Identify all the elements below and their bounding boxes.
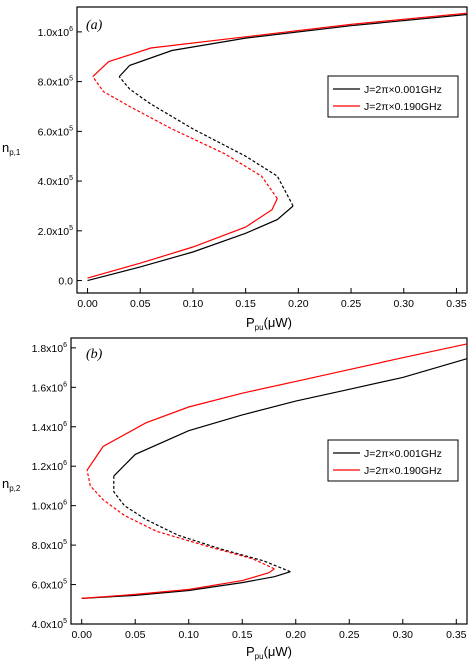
panel-a-ylabel-sub: p,1 <box>9 148 21 157</box>
panel-b-x-tick-label-6: 0.30 <box>393 629 414 641</box>
panel-b-chart: (b) 0.00 0.05 0.10 0.15 0.20 0.25 0.30 0.35 4.0… <box>2 337 468 661</box>
panel-a-y-tick-label-0: 0.0 <box>58 276 73 288</box>
panel-b-y-tick-label-0: 4.0x105 <box>32 618 68 631</box>
panel-b-y-axis-label: np,2 <box>2 476 21 493</box>
panel-a-x-tick-label-7: 0.35 <box>446 298 467 310</box>
panel-b-xlabel-unit: (μW) <box>264 644 292 659</box>
panel-b-x-tick-label-4: 0.20 <box>286 629 307 641</box>
panel-a-chart: (a) 0.00 0.05 0.10 0.15 0.20 0.25 0.30 0.35 0.0… <box>2 6 468 332</box>
panel-b-label: (b) <box>86 347 103 362</box>
panel-a-x-tick-label-3: 0.15 <box>235 298 256 310</box>
panel-a-y-tick-label-1: 2.0x105 <box>38 225 74 238</box>
panel-a-xlabel-sub: pu <box>255 323 264 332</box>
panel-a-y-tick-label-2: 4.0x105 <box>38 175 74 188</box>
panel-b-x-tick-label-2: 0.10 <box>179 629 200 641</box>
panel-b-y-tick-label-1: 6.0x105 <box>32 579 68 592</box>
panel-b-legend: J=2π×0.001GHz J=2π×0.190GHz <box>327 439 459 482</box>
panel-b-y-tick-label-3: 1.0x106 <box>32 500 68 513</box>
panel-b-y-tick-label-6: 1.6x106 <box>32 381 68 394</box>
panel-b-series-0-unstable <box>113 476 291 573</box>
panel-b-x-tick-label-5: 0.25 <box>339 629 360 641</box>
panel-b-x-tick-label-0: 0.00 <box>71 629 92 641</box>
panel-a-xlabel-main: P <box>246 315 255 330</box>
panel-a-plot-frame <box>76 6 468 294</box>
panel-b-xlabel-sub: pu <box>255 652 264 661</box>
panel-a-x-tick-label-1: 0.05 <box>130 298 151 310</box>
panel-b-y-tick-label-5: 1.4x106 <box>32 421 68 434</box>
panel-b-y-tick-label-4: 1.2x106 <box>32 460 68 473</box>
panel-b-ylabel-main: n <box>2 476 9 491</box>
panel-a-x-tick-label-6: 0.30 <box>394 298 415 310</box>
panel-a-x-tick-label-2: 0.10 <box>183 298 204 310</box>
panel-b-plot-frame <box>70 337 468 625</box>
panel-a-x-axis-label: Ppu(μW) <box>246 315 292 332</box>
panel-b-y-tick-label-2: 8.0x105 <box>32 539 68 552</box>
panel-a-series-0-unstable <box>118 76 294 207</box>
panel-a-y-tick-label-3: 6.0x105 <box>38 125 74 138</box>
panel-b-series-0-upper-stable <box>113 358 468 477</box>
panel-b-xlabel-main: P <box>246 644 255 659</box>
panel-a-series-0-upper-stable <box>118 13 468 78</box>
panel-a-series-1-lower-stable <box>87 198 278 279</box>
panel-b-series-0-lower-stable <box>81 571 291 599</box>
panel-a-x-tick-label-4: 0.20 <box>288 298 309 310</box>
panel-a-y-tick-label-4: 8.0x105 <box>38 76 74 89</box>
panel-a-legend: J=2π×0.001GHz J=2π×0.190GHz <box>327 75 459 118</box>
panel-a-label: (a) <box>86 18 103 33</box>
panel-a-legend-label-1: J=2π×0.190GHz <box>364 101 442 113</box>
panel-a-x-tick-label-5: 0.25 <box>341 298 362 310</box>
panel-b-x-tick-label-7: 0.35 <box>446 629 467 641</box>
panel-b-x-tick-label-1: 0.05 <box>125 629 146 641</box>
panel-a-series-1-upper-stable <box>92 12 468 78</box>
panel-a-x-tick-label-0: 0.00 <box>77 298 98 310</box>
panel-a-x-axis: 0.00 0.05 0.10 0.15 0.20 0.25 0.30 0.35 <box>77 288 467 310</box>
panel-a-ylabel-main: n <box>2 140 9 155</box>
panel-b-series-1-upper-stable <box>86 343 468 471</box>
panel-a-legend-label-0: J=2π×0.001GHz <box>364 84 442 96</box>
panel-b-legend-label-1: J=2π×0.190GHz <box>364 465 442 477</box>
panel-b-series-1-lower-stable <box>81 568 275 599</box>
panel-b-ylabel-sub: p,2 <box>9 484 21 493</box>
panel-a-series-1-unstable <box>92 76 278 199</box>
panel-b-x-axis-label: Ppu(μW) <box>246 644 292 661</box>
panel-a-y-axis-label: np,1 <box>2 140 21 157</box>
panel-b-series <box>81 343 468 599</box>
panel-b-y-axis: 4.0x105 6.0x105 8.0x105 1.0x106 1.2x106 1.4x1… <box>32 342 76 631</box>
panel-b-x-axis: 0.00 0.05 0.10 0.15 0.20 0.25 0.30 0.35 <box>71 619 467 641</box>
panel-b-legend-label-0: J=2π×0.001GHz <box>364 448 442 460</box>
panel-b-x-tick-label-3: 0.15 <box>232 629 253 641</box>
panel-a-xlabel-unit: (μW) <box>264 315 292 330</box>
panel-a-y-tick-label-5: 1.0x106 <box>38 26 74 39</box>
panel-a-series <box>87 12 468 282</box>
panel-a-y-axis: 0.0 2.0x105 4.0x105 6.0x105 8.0x105 1.0x106 <box>38 26 82 288</box>
panel-a-legend-box <box>327 75 459 118</box>
panel-b-y-tick-label-7: 1.8x106 <box>32 342 68 355</box>
panel-b-series-1-unstable <box>86 470 275 570</box>
panel-b-legend-box <box>327 439 459 482</box>
panel-a-series-0-lower-stable <box>87 205 294 282</box>
